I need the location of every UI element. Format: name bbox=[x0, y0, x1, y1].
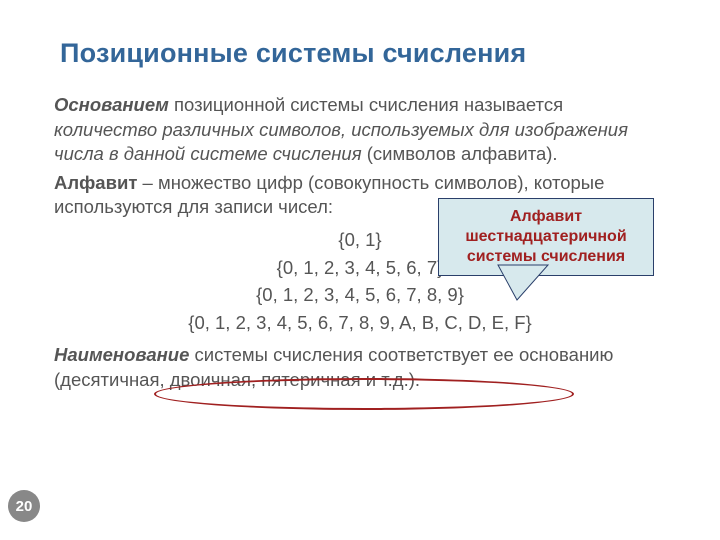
slide: Позиционные системы счисления Основанием… bbox=[0, 0, 720, 540]
page-number-badge: 20 bbox=[8, 490, 40, 522]
definition-base: Основанием позиционной системы счисления… bbox=[54, 93, 666, 167]
callout-line: Алфавит bbox=[449, 207, 643, 227]
callout-line: системы счисления bbox=[449, 247, 643, 267]
term-alphabet: Алфавит bbox=[54, 172, 137, 193]
p1-text1: позиционной системы счисления называется bbox=[169, 94, 563, 115]
page-number: 20 bbox=[16, 498, 33, 515]
term-naming: Наименование bbox=[54, 344, 189, 365]
slide-title: Позиционные системы счисления bbox=[60, 38, 666, 69]
definition-naming: Наименование системы счисления соответст… bbox=[54, 343, 666, 392]
term-base: Основанием bbox=[54, 94, 169, 115]
p1-tail: (символов алфавита). bbox=[367, 143, 558, 164]
alphabet-row: {0, 1, 2, 3, 4, 5, 6, 7, 8, 9, A, B, C, … bbox=[54, 309, 666, 337]
callout-line: шестнадцатеричной bbox=[449, 227, 643, 247]
alphabet-row: {0, 1, 2, 3, 4, 5, 6, 7, 8, 9} bbox=[54, 281, 666, 309]
callout-box: Алфавит шестнадцатеричной системы счисле… bbox=[438, 198, 654, 276]
